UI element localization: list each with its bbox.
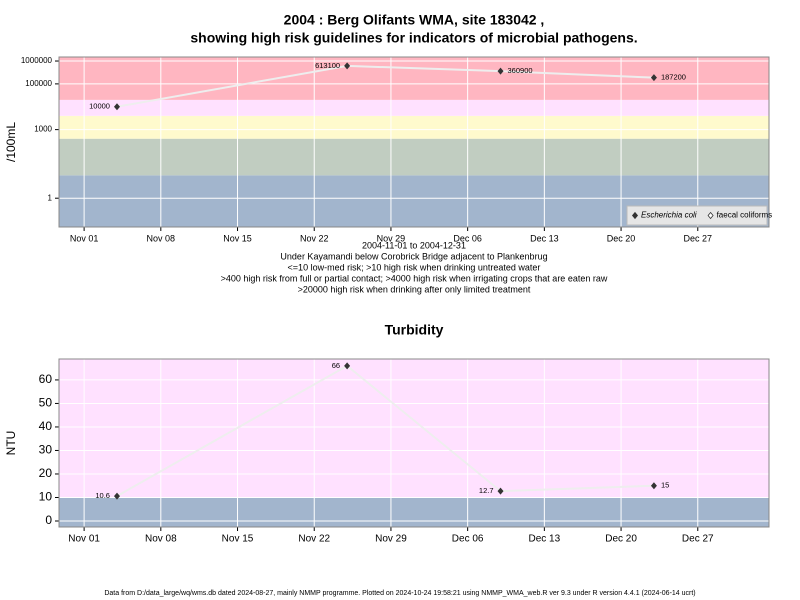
chart-title: Turbidity (385, 322, 444, 338)
data-point (497, 67, 504, 75)
x-axis-label: 2004-11-01 to 2004-12-31 (362, 240, 466, 250)
x-tick-label: Dec 20 (605, 534, 637, 545)
y-tick-label: 20 (39, 466, 53, 480)
legend-marker (707, 211, 714, 220)
risk-band (59, 497, 769, 527)
series-line (116, 64, 654, 108)
data-point (113, 103, 120, 111)
x-axis-label: >400 high risk from full or partial cont… (221, 273, 608, 283)
x-tick-label: Nov 22 (298, 534, 330, 545)
data-point (650, 482, 657, 490)
legend-marker (631, 211, 639, 220)
risk-band (59, 138, 769, 176)
bands (59, 359, 769, 527)
chart-title: 2004 : Berg Olifants WMA, site 183042 , (284, 12, 545, 28)
data-label: 12.7 (479, 486, 494, 495)
x-tick-label: Nov 01 (70, 233, 99, 243)
series-line (116, 364, 654, 497)
y-tick-label: 0 (45, 513, 52, 527)
x-tick-label: Nov 29 (375, 534, 407, 545)
y-tick-label: 1 (48, 193, 53, 202)
x-tick-label: Dec 13 (530, 233, 559, 243)
bands (59, 57, 769, 227)
y-tick-label: 50 (39, 396, 53, 410)
x-tick-label: Nov 08 (145, 534, 177, 545)
data-point (497, 487, 504, 495)
x-tick-label: Dec 13 (529, 534, 561, 545)
data-label: 613100 (315, 61, 340, 70)
data-label: 360900 (508, 66, 533, 75)
data-point (344, 62, 351, 70)
x-axis-label: >20000 high risk when drinking after onl… (298, 284, 531, 294)
footer: Data from D:/data_large/wq/wms.db dated … (104, 590, 695, 597)
y-tick-label: 60 (39, 372, 53, 386)
y-tick-label: 40 (39, 419, 53, 433)
x-axis-label: Under Kayamandi below Corobrick Bridge a… (280, 251, 547, 261)
y-tick-label: 100000 (25, 79, 52, 88)
x-axis-label: <=10 low-med risk; >10 high risk when dr… (288, 262, 541, 272)
x-tick-label: Dec 27 (682, 534, 714, 545)
data-label: 15 (661, 481, 669, 490)
y-axis-label: NTU (4, 431, 18, 456)
x-tick-label: Nov 15 (223, 233, 252, 243)
legend-label: faecal coliforms (717, 211, 773, 220)
x-tick-label: Dec 27 (684, 233, 713, 243)
y-tick-label: 10 (39, 490, 53, 504)
plot-frame (58, 358, 770, 528)
data-label: 10.6 (95, 491, 110, 500)
x-tick-label: Dec 06 (453, 233, 482, 243)
x-tick-label: Nov 29 (377, 233, 406, 243)
legend-box (626, 205, 768, 226)
y-axis-label: /100mL (4, 122, 18, 162)
y-tick-label: 30 (39, 443, 53, 457)
data-point (650, 74, 657, 82)
data-label: 187200 (661, 73, 686, 82)
plot-frame (58, 56, 770, 228)
x-tick-label: Dec 20 (607, 233, 636, 243)
x-tick-label: Nov 01 (68, 534, 100, 545)
x-tick-label: Nov 15 (222, 534, 254, 545)
x-tick-label: Nov 22 (300, 233, 329, 243)
x-tick-label: Dec 06 (452, 534, 484, 545)
risk-band (59, 99, 769, 116)
y-tick-label: 1000000 (21, 56, 53, 65)
x-tick-label: Nov 08 (147, 233, 176, 243)
data-label: 66 (332, 361, 340, 370)
risk-band (59, 115, 769, 139)
legend-label: Escherichia coli (641, 211, 697, 220)
y-tick-label: 1000 (34, 125, 52, 134)
data-point (344, 362, 351, 370)
data-label: 10000 (89, 102, 110, 111)
chart-title: showing high risk guidelines for indicat… (190, 30, 637, 46)
data-point (113, 492, 120, 500)
